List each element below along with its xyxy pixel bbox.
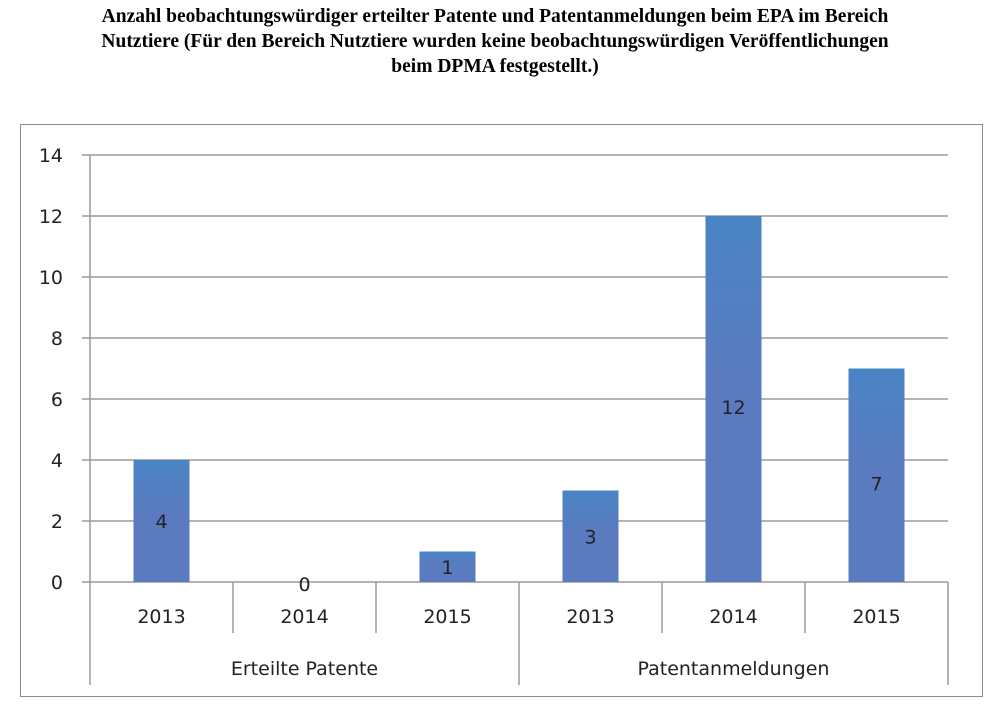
y-tick-label-4: 4 [51,450,63,472]
bar-1-2014 [705,216,762,582]
category-label-0-2013: 2013 [137,606,185,628]
data-label-0-2013: 4 [155,511,167,533]
y-tick-label-12: 12 [39,206,63,228]
chart-title-line-1: Anzahl beobachtungswürdiger erteilter Pa… [101,6,889,27]
y-tick-label-2: 2 [51,511,63,533]
bar-1-2013 [562,490,619,582]
category-label-1-2014: 2014 [709,606,757,628]
y-tick-label-8: 8 [51,328,63,350]
group-label-0: Erteilte Patente [231,658,378,680]
data-label-1-2015: 7 [870,473,882,495]
bar-0-2015 [419,551,476,582]
chart-title-line-2: Nutztiere (Für den Bereich Nutztiere wur… [101,31,889,52]
category-label-1-2015: 2015 [852,606,900,628]
y-tick-label-6: 6 [51,389,63,411]
bar-1-2015 [848,368,905,582]
bar-0-2013 [133,460,190,582]
y-tick-label-10: 10 [39,267,63,289]
data-label-1-2014: 12 [721,397,745,419]
data-label-1-2013: 3 [584,526,596,548]
category-label-1-2013: 2013 [566,606,614,628]
group-label-1: Patentanmeldungen [638,658,830,680]
chart-title: Anzahl beobachtungswürdiger erteilter Pa… [10,4,980,79]
data-label-0-2014: 0 [298,574,310,596]
category-label-0-2015: 2015 [423,606,471,628]
data-label-0-2015: 1 [441,557,453,579]
y-tick-label-14: 14 [39,145,63,167]
y-tick-label-0: 0 [51,572,63,594]
chart-title-line-3: beim DPMA festgestellt.) [391,56,599,77]
chart-frame [20,124,983,697]
category-label-0-2014: 2014 [280,606,328,628]
